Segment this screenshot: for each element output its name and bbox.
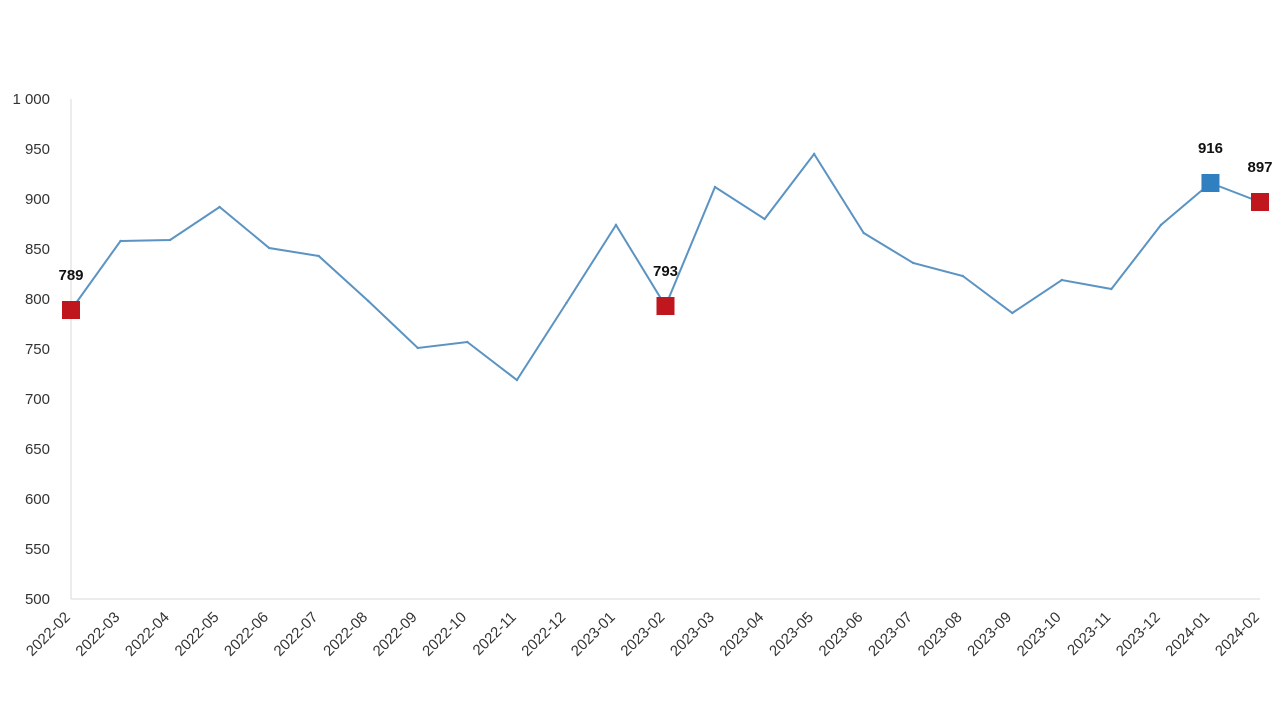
x-tick-label: 2022-04 xyxy=(122,609,173,660)
x-tick-label: 2023-03 xyxy=(667,609,718,660)
x-tick-label: 2022-03 xyxy=(72,609,123,660)
highlight-markers: 789 793 916 897 xyxy=(58,140,1273,319)
y-tick-label: 650 xyxy=(25,441,50,458)
data-point xyxy=(1159,223,1163,227)
x-tick-label: 2023-06 xyxy=(816,609,867,660)
data-point xyxy=(812,152,816,156)
y-tick-label: 700 xyxy=(25,391,50,408)
y-tick-label: 550 xyxy=(25,541,50,558)
y-tick-label: 850 xyxy=(25,241,50,258)
highlight-marker xyxy=(1201,174,1220,192)
data-point xyxy=(168,238,172,242)
highlight-marker xyxy=(1251,193,1269,211)
data-point xyxy=(961,274,964,278)
data-point xyxy=(1011,311,1014,315)
x-tick-label: 2022-11 xyxy=(470,609,520,659)
y-tick-label: 1 000 xyxy=(12,91,50,108)
x-tick-label: 2022-10 xyxy=(419,609,470,660)
data-point xyxy=(515,378,519,382)
data-point xyxy=(119,239,122,243)
data-point xyxy=(416,346,419,350)
y-tick-label: 600 xyxy=(25,491,50,508)
y-tick-label: 950 xyxy=(25,141,50,158)
x-tick-label: 2023-01 xyxy=(568,609,619,660)
highlight-marker xyxy=(656,297,675,315)
x-tick-label: 2024-01 xyxy=(1162,609,1213,660)
data-point xyxy=(218,205,221,209)
y-tick-label: 900 xyxy=(25,191,50,208)
x-tick-label: 2022-07 xyxy=(271,609,322,660)
x-tick-label: 2022-02 xyxy=(23,609,74,660)
x-tick-label: 2022-06 xyxy=(221,609,272,660)
data-label: 916 xyxy=(1198,140,1223,157)
data-point xyxy=(267,246,271,250)
x-tick-label: 2022-08 xyxy=(320,609,371,660)
data-label: 789 xyxy=(58,267,83,284)
x-tick-label: 2023-11 xyxy=(1064,609,1114,659)
y-tick-label: 750 xyxy=(25,341,50,358)
x-tick-label: 2023-07 xyxy=(865,609,916,660)
x-tick-label: 2023-08 xyxy=(915,609,966,660)
data-point xyxy=(367,299,370,303)
x-tick-label: 2024-02 xyxy=(1212,609,1263,660)
x-tick-label: 2023-02 xyxy=(617,609,668,660)
data-point xyxy=(862,231,865,235)
data-point xyxy=(763,217,766,221)
x-tick-label: 2022-09 xyxy=(370,609,421,660)
x-tick-label: 2023-04 xyxy=(716,609,767,660)
data-point xyxy=(614,223,618,227)
y-tick-label: 500 xyxy=(25,591,50,608)
highlight-marker xyxy=(62,301,80,319)
data-point xyxy=(713,185,717,189)
x-tick-label: 2023-10 xyxy=(1014,609,1065,660)
data-point xyxy=(912,261,915,265)
data-label: 897 xyxy=(1247,159,1272,176)
data-point xyxy=(565,301,568,305)
x-tick-label: 2023-12 xyxy=(1113,609,1164,660)
data-point xyxy=(1110,287,1113,291)
data-point xyxy=(1060,278,1064,282)
y-axis: 500 550 600 650 700 750 800 850 900 950 1 000 xyxy=(12,91,72,608)
data-point xyxy=(466,340,469,344)
x-tick-label: 2023-09 xyxy=(964,609,1015,660)
x-tick-label: 2022-12 xyxy=(518,609,569,660)
x-tick-label: 2022-05 xyxy=(171,609,222,660)
data-label: 793 xyxy=(653,263,678,280)
x-tick-label: 2023-05 xyxy=(766,609,817,660)
data-point xyxy=(317,254,320,258)
x-axis: 2022-022022-032022-042022-052022-062022-… xyxy=(23,598,1263,660)
y-tick-label: 800 xyxy=(25,291,50,308)
